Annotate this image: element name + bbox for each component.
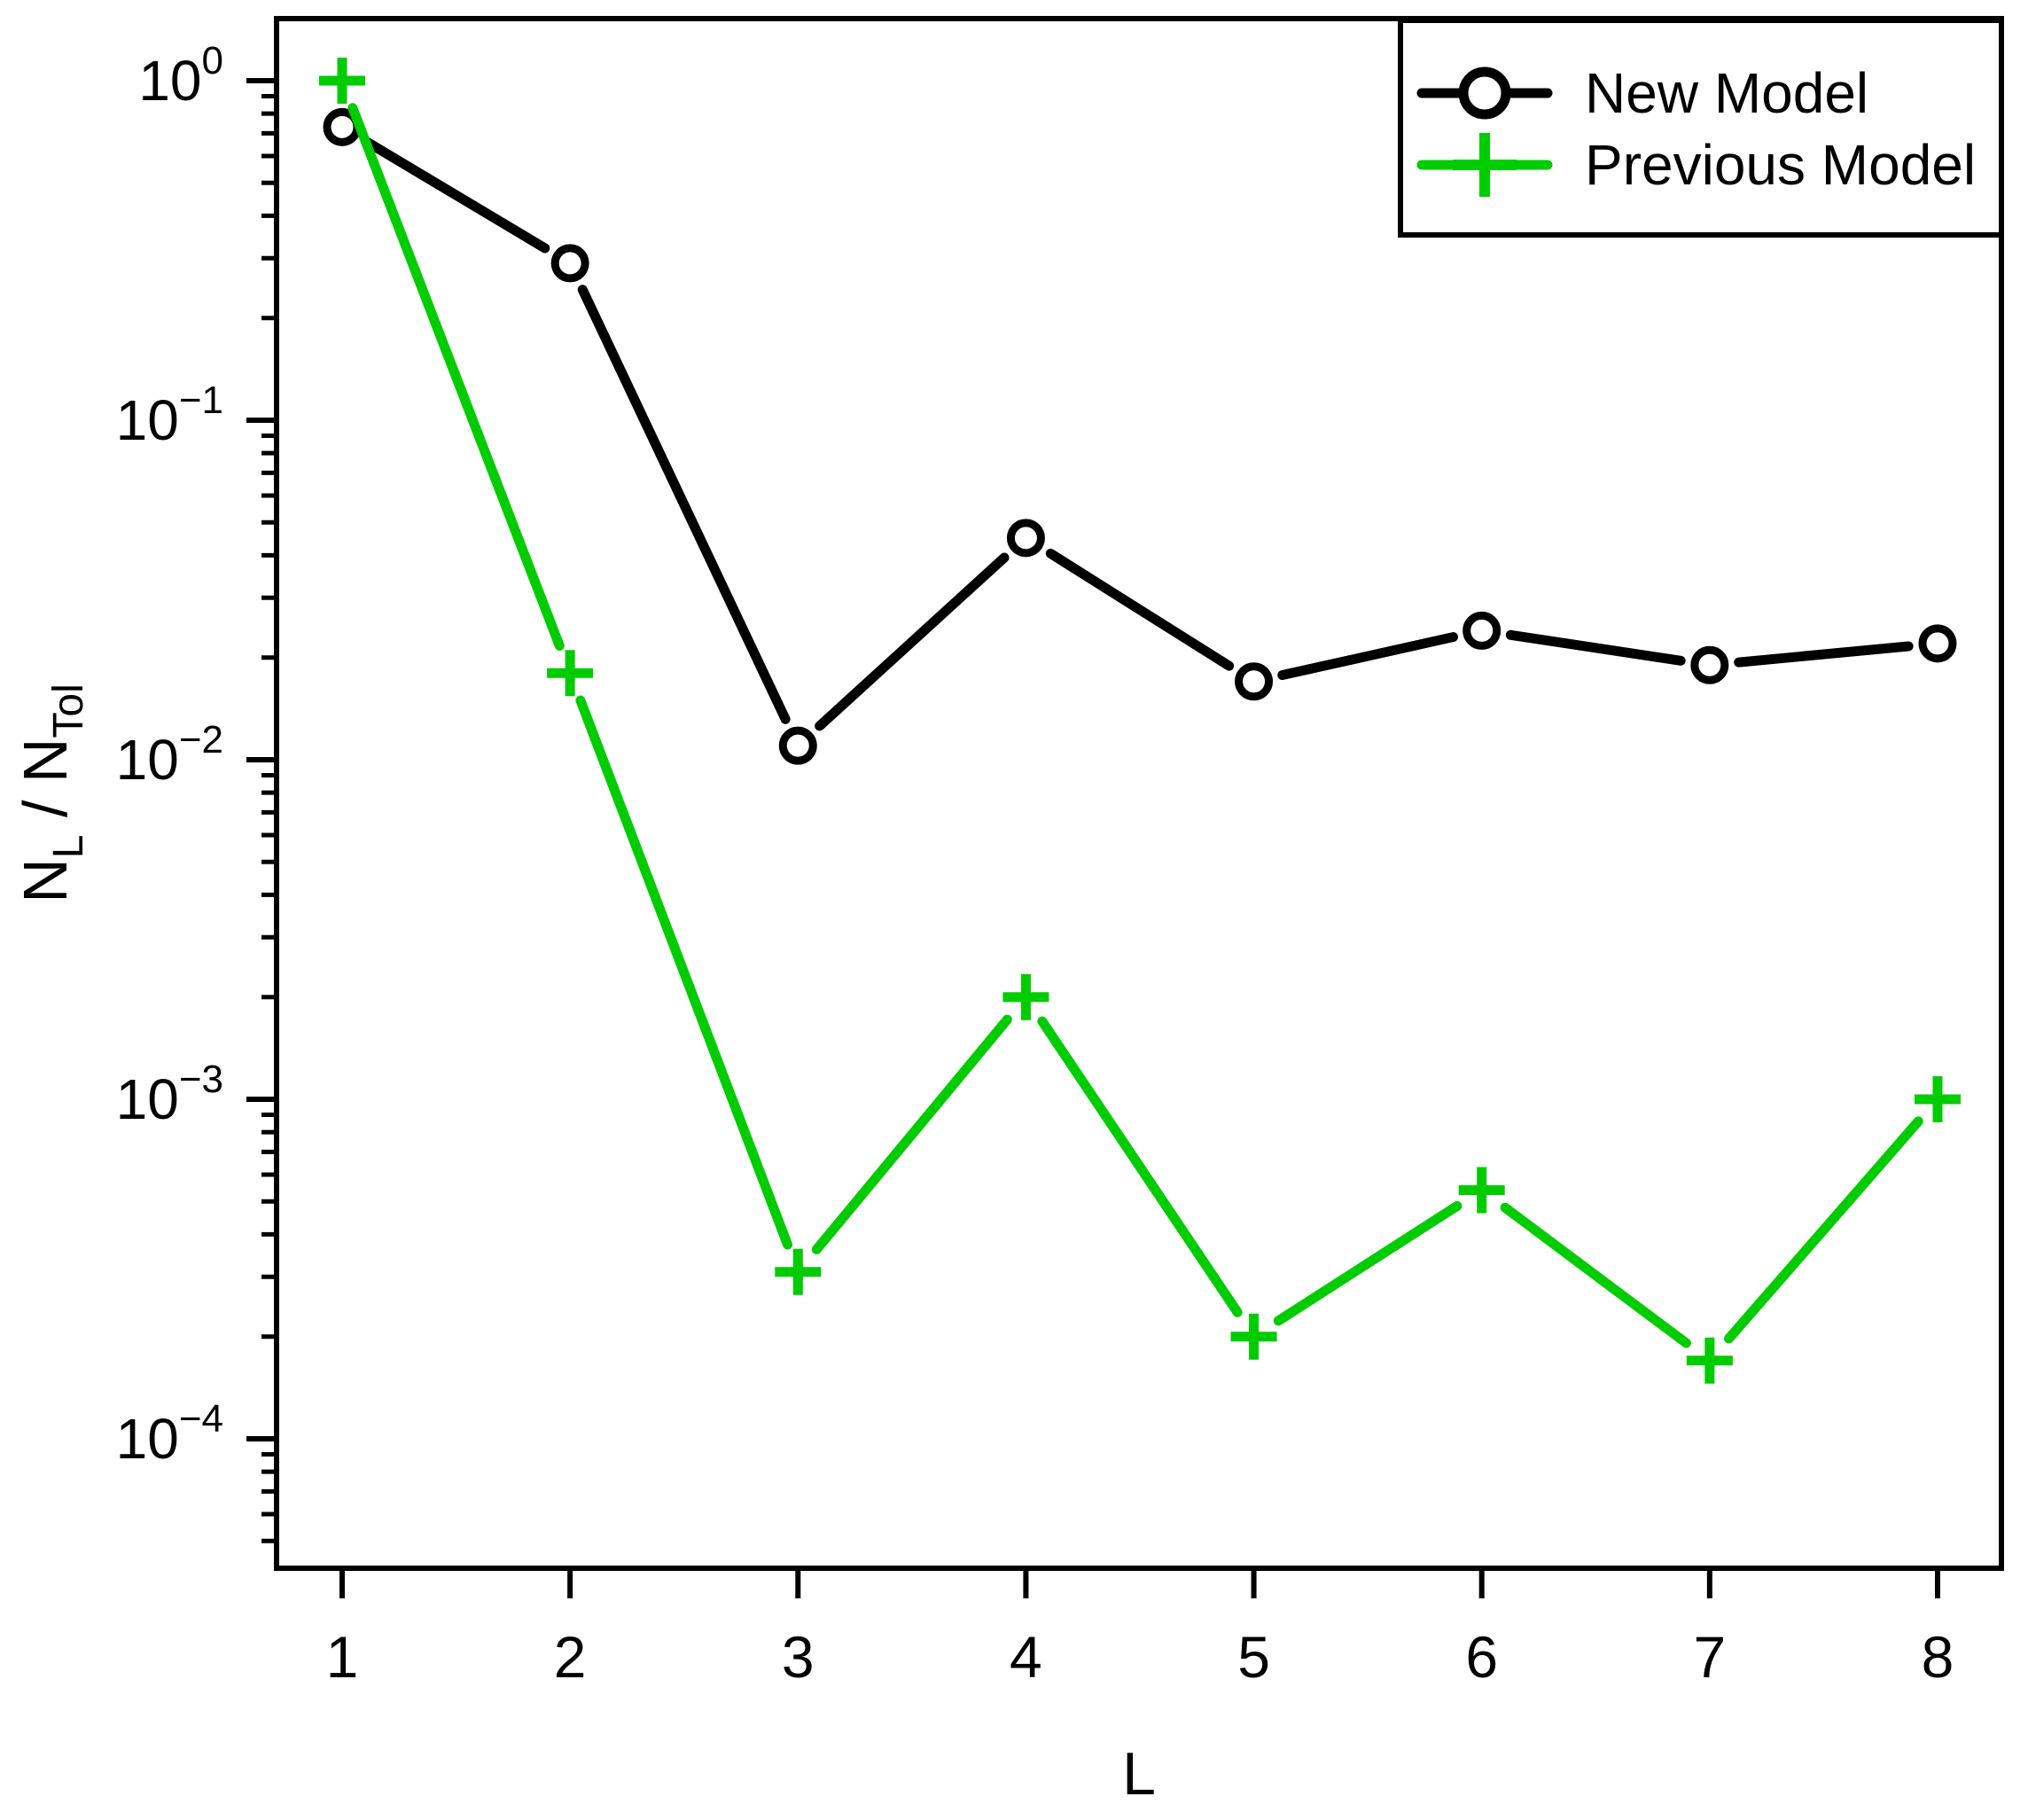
series-new-model-segment [577,285,791,724]
y-tick-label: 10−4 [116,1397,223,1471]
series-new-model-segment [1734,641,1914,668]
series-new-model-marker-circle [1462,611,1502,650]
x-tick-label: 2 [554,1624,587,1690]
series-new-model-segment [1045,548,1235,671]
series-new-model-marker-circle [1690,645,1729,684]
legend-previous-model-label: Previous Model [1585,133,1976,197]
x-tick-label: 5 [1237,1624,1270,1690]
y-tick-label: 100 [138,39,223,113]
x-tick-label: 7 [1693,1624,1726,1690]
series-previous-model-segment [811,1014,1012,1254]
x-axis-label: L [1122,1740,1156,1808]
series-previous-model-segment [1724,1116,1923,1344]
series-new-model-marker-circle [550,244,589,283]
y-tick-label: 10−3 [116,1058,223,1131]
y-axis-label: NL / NTol [11,683,92,903]
y-tick-label: 10−1 [116,379,223,452]
series-new-model-marker-circle [1235,662,1274,701]
series-previous-model-segment [347,103,565,651]
x-tick-label: 4 [1010,1624,1042,1690]
series-new-model-marker-circle [1918,624,1957,663]
series-previous-model-segment [1037,1016,1243,1317]
legend-new-model-label: New Model [1585,61,1868,125]
series-new-model-segment [1505,629,1686,666]
y-tick-label: 10−2 [116,718,223,792]
x-tick-label: 6 [1465,1624,1498,1690]
x-tick-label: 1 [326,1624,359,1690]
series-new-model-marker-circle [1006,519,1045,558]
series-new-model-segment [815,552,1010,731]
x-tick-label: 8 [1922,1624,1954,1690]
series-new-model-segment [362,137,550,254]
series-new-model-segment [1277,632,1458,681]
plot-border [274,16,2004,1571]
series-previous-model-segment [575,695,793,1250]
series-previous-model-segment [1273,1200,1462,1326]
legend-box [1398,18,2004,238]
legend-new-model-marker-circle [1458,66,1511,120]
series-previous-model-segment [1500,1202,1691,1348]
series-new-model-marker-circle [778,726,817,765]
x-tick-label: 3 [782,1624,815,1690]
